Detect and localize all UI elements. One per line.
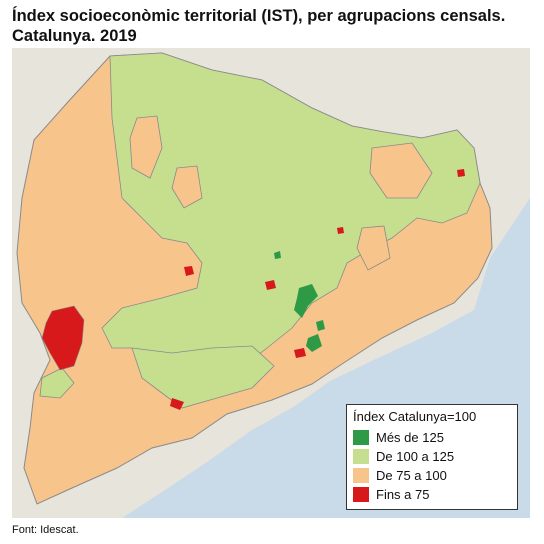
legend-item-over-125: Més de 125 [353,428,511,447]
legend-label-100-125: De 100 a 125 [376,449,455,464]
legend-label-75-100: De 75 a 100 [376,468,447,483]
zone-under-75-lleida [41,305,85,371]
map-title-line-2: Catalunya. 2019 [12,27,137,45]
zone-75-100-inner [171,165,203,209]
legend-label-over-125: Més de 125 [376,430,444,445]
legend-label-under-75: Fins a 75 [376,487,430,502]
map-title-line-1: Índex socioeconòmic territorial (IST), p… [12,7,506,25]
zone-over-125-osona [274,251,281,259]
zone-75-100-garrotxa [369,142,433,199]
zone-under-75-e [337,227,344,234]
legend-title: Índex Catalunya=100 [353,409,477,424]
zone-100-125-coast [131,345,275,409]
zone-75-100-pyrenees [129,115,163,179]
zone-100-125-north [101,52,481,387]
zone-over-125-barcelona [306,334,322,352]
zone-under-75-d [457,169,465,177]
zone-under-75-tarragona [170,398,184,410]
zone-over-125-maresme [316,320,325,331]
map-legend: Índex Catalunya=100 Més de 125 De 100 a … [346,404,518,510]
legend-item-75-100: De 75 a 100 [353,466,511,485]
legend-swatch-over-125 [353,430,369,445]
legend-swatch-100-125 [353,449,369,464]
zone-75-100-selva [356,225,391,271]
zone-100-125-ebre [39,367,75,399]
legend-swatch-75-100 [353,468,369,483]
legend-item-100-125: De 100 a 125 [353,447,511,466]
zone-under-75-c [294,348,306,358]
zone-under-75-b [265,280,276,290]
legend-item-under-75: Fins a 75 [353,485,511,504]
legend-swatch-under-75 [353,487,369,502]
zone-under-75-a [184,266,194,276]
source-note: Font: Idescat. [12,524,79,536]
zone-over-125-valles [294,284,318,318]
map-title: Índex socioeconòmic territorial (IST), p… [12,6,537,46]
